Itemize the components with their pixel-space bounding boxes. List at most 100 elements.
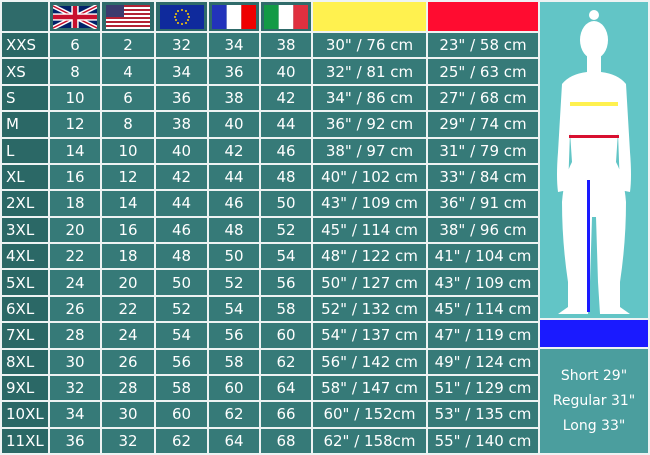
cell-fr: 56	[209, 323, 259, 348]
cell-uk: 20	[50, 217, 100, 242]
cell-waist: 31" / 79 cm	[428, 138, 538, 163]
inseam-lengths: Short 29" Regular 31" Long 33"	[540, 349, 648, 453]
cell-it: 40	[261, 59, 311, 84]
inseam-long: Long 33"	[562, 417, 626, 434]
cell-waist: 27" / 68 cm	[428, 85, 538, 111]
cell-fr: 58	[209, 349, 259, 374]
cell-fr: 54	[209, 296, 259, 322]
cell-uk: 36	[50, 428, 100, 453]
cell-size: 5XL	[2, 270, 48, 295]
waist-line	[569, 135, 619, 138]
cell-uk: 8	[50, 59, 100, 84]
cell-it: 54	[261, 244, 311, 269]
cell-waist: 38" / 96 cm	[428, 217, 538, 242]
cell-eu: 52	[156, 296, 207, 322]
cell-uk: 6	[50, 33, 100, 58]
cell-size: XS	[2, 59, 48, 84]
cell-fr: 50	[209, 244, 259, 269]
cell-it: 44	[261, 112, 311, 137]
hip-color-swatch	[313, 2, 426, 31]
cell-eu: 58	[156, 375, 207, 401]
cell-eu: 34	[156, 59, 207, 84]
cell-size: XL	[2, 164, 48, 190]
cell-us: 30	[102, 402, 154, 427]
cell-waist: 53" / 135 cm	[428, 402, 538, 427]
cell-eu: 44	[156, 191, 207, 216]
cell-hip: 45" / 114 cm	[313, 217, 426, 242]
italy-flag-icon	[261, 2, 311, 31]
cell-hip: 48" / 122 cm	[313, 244, 426, 269]
cell-us: 32	[102, 428, 154, 453]
france-flag-icon	[209, 2, 259, 31]
cell-uk: 18	[50, 191, 100, 216]
cell-eu: 42	[156, 164, 207, 190]
cell-fr: 42	[209, 138, 259, 163]
cell-size: 10XL	[2, 402, 48, 427]
cell-eu: 54	[156, 323, 207, 348]
cell-eu: 32	[156, 33, 207, 58]
inseam-line	[587, 180, 590, 312]
cell-fr: 52	[209, 270, 259, 295]
cell-fr: 44	[209, 164, 259, 190]
cell-fr: 36	[209, 59, 259, 84]
cell-fr: 34	[209, 33, 259, 58]
cell-it: 64	[261, 375, 311, 401]
cell-waist: 36" / 91 cm	[428, 191, 538, 216]
cell-size: 9XL	[2, 375, 48, 401]
cell-size: 2XL	[2, 191, 48, 216]
cell-fr: 62	[209, 402, 259, 427]
us-flag-icon	[102, 2, 154, 31]
cell-fr: 46	[209, 191, 259, 216]
cell-hip: 32" / 81 cm	[313, 59, 426, 84]
cell-size: 3XL	[2, 217, 48, 242]
cell-fr: 48	[209, 217, 259, 242]
header-blank	[2, 2, 48, 31]
inseam-short: Short 29"	[560, 367, 628, 384]
inseam-color-swatch	[540, 320, 648, 347]
cell-waist: 41" / 104 cm	[428, 244, 538, 269]
cell-waist: 49" / 124 cm	[428, 349, 538, 374]
cell-us: 6	[102, 85, 154, 111]
cell-it: 38	[261, 33, 311, 58]
cell-size: 11XL	[2, 428, 48, 453]
cell-it: 66	[261, 402, 311, 427]
cell-us: 8	[102, 112, 154, 137]
cell-size: L	[2, 138, 48, 163]
cell-waist: 29" / 74 cm	[428, 112, 538, 137]
cell-us: 2	[102, 33, 154, 58]
cell-it: 48	[261, 164, 311, 190]
cell-fr: 60	[209, 375, 259, 401]
body-figure-icon	[540, 2, 648, 318]
cell-uk: 16	[50, 164, 100, 190]
cell-fr: 38	[209, 85, 259, 111]
eu-flag-icon	[156, 2, 207, 31]
size-table: XXS 6 2 32 34 38 30" / 76 cm 23" / 58 cm XS 8 4 34 3…	[2, 2, 538, 453]
inseam-regular: Regular 31"	[552, 392, 636, 409]
cell-eu: 50	[156, 270, 207, 295]
cell-waist: 33" / 84 cm	[428, 164, 538, 190]
cell-hip: 54" / 137 cm	[313, 323, 426, 348]
cell-us: 28	[102, 375, 154, 401]
cell-waist: 55" / 140 cm	[428, 428, 538, 453]
cell-us: 12	[102, 164, 154, 190]
cell-it: 68	[261, 428, 311, 453]
cell-hip: 36" / 92 cm	[313, 112, 426, 137]
measurement-guide: Short 29" Regular 31" Long 33"	[540, 2, 648, 453]
cell-hip: 52" / 132 cm	[313, 296, 426, 322]
cell-waist: 45" / 114 cm	[428, 296, 538, 322]
cell-us: 14	[102, 191, 154, 216]
cell-us: 10	[102, 138, 154, 163]
cell-us: 20	[102, 270, 154, 295]
cell-eu: 48	[156, 244, 207, 269]
cell-us: 18	[102, 244, 154, 269]
cell-hip: 62" / 158cm	[313, 428, 426, 453]
cell-eu: 46	[156, 217, 207, 242]
cell-eu: 62	[156, 428, 207, 453]
cell-waist: 47" / 119 cm	[428, 323, 538, 348]
cell-eu: 56	[156, 349, 207, 374]
cell-hip: 34" / 86 cm	[313, 85, 426, 111]
cell-it: 62	[261, 349, 311, 374]
cell-hip: 56" / 142 cm	[313, 349, 426, 374]
hip-line	[570, 102, 618, 106]
cell-size: 4XL	[2, 244, 48, 269]
